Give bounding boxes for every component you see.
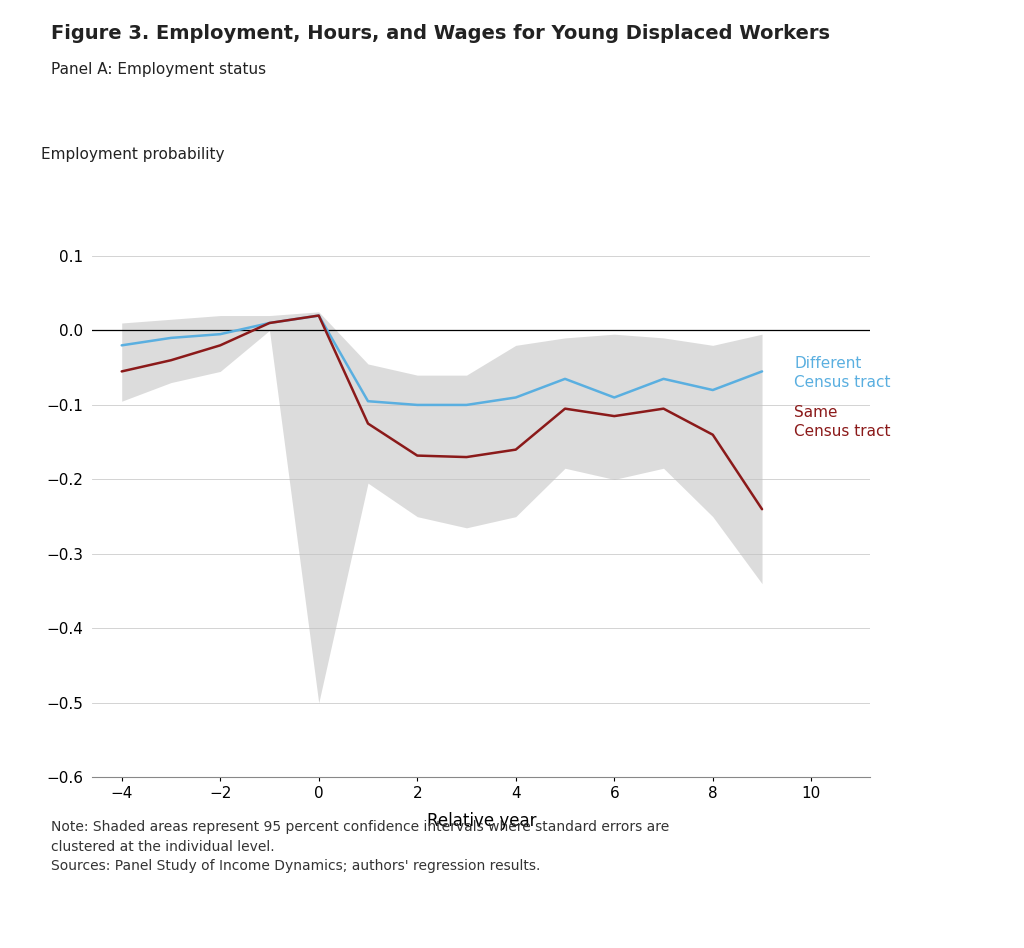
Text: Figure 3. Employment, Hours, and Wages for Young Displaced Workers: Figure 3. Employment, Hours, and Wages f… bbox=[51, 24, 830, 43]
X-axis label: Relative year: Relative year bbox=[427, 812, 536, 830]
Text: Panel A: Employment status: Panel A: Employment status bbox=[51, 62, 266, 77]
Text: Census tract: Census tract bbox=[794, 375, 891, 390]
Text: Census tract: Census tract bbox=[794, 424, 891, 439]
Text: Same: Same bbox=[794, 405, 838, 420]
Text: Different: Different bbox=[794, 356, 861, 372]
Text: Note: Shaded areas represent 95 percent confidence intervals where standard erro: Note: Shaded areas represent 95 percent … bbox=[51, 820, 670, 873]
Text: Employment probability: Employment probability bbox=[41, 147, 224, 162]
